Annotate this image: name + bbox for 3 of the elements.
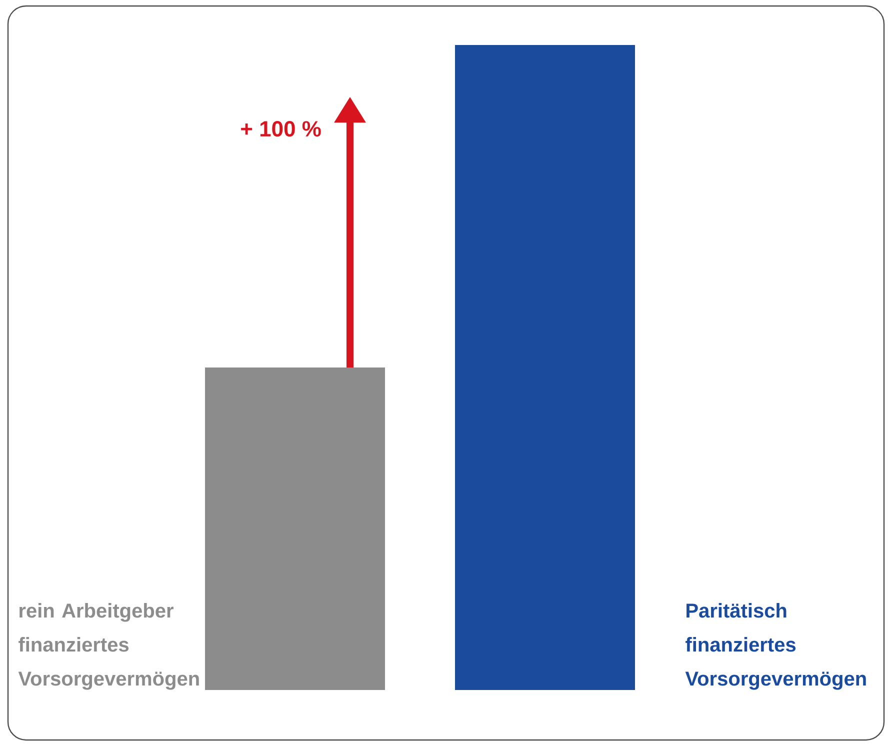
x-tick-label: Paritätisch finanziertes Vorsorgevermögen	[685, 603, 866, 690]
annotation: + 100 %	[241, 121, 321, 137]
x-tick-label: rein Arbeitgeber finanziertes Vorsorgevermögen	[18, 603, 199, 690]
